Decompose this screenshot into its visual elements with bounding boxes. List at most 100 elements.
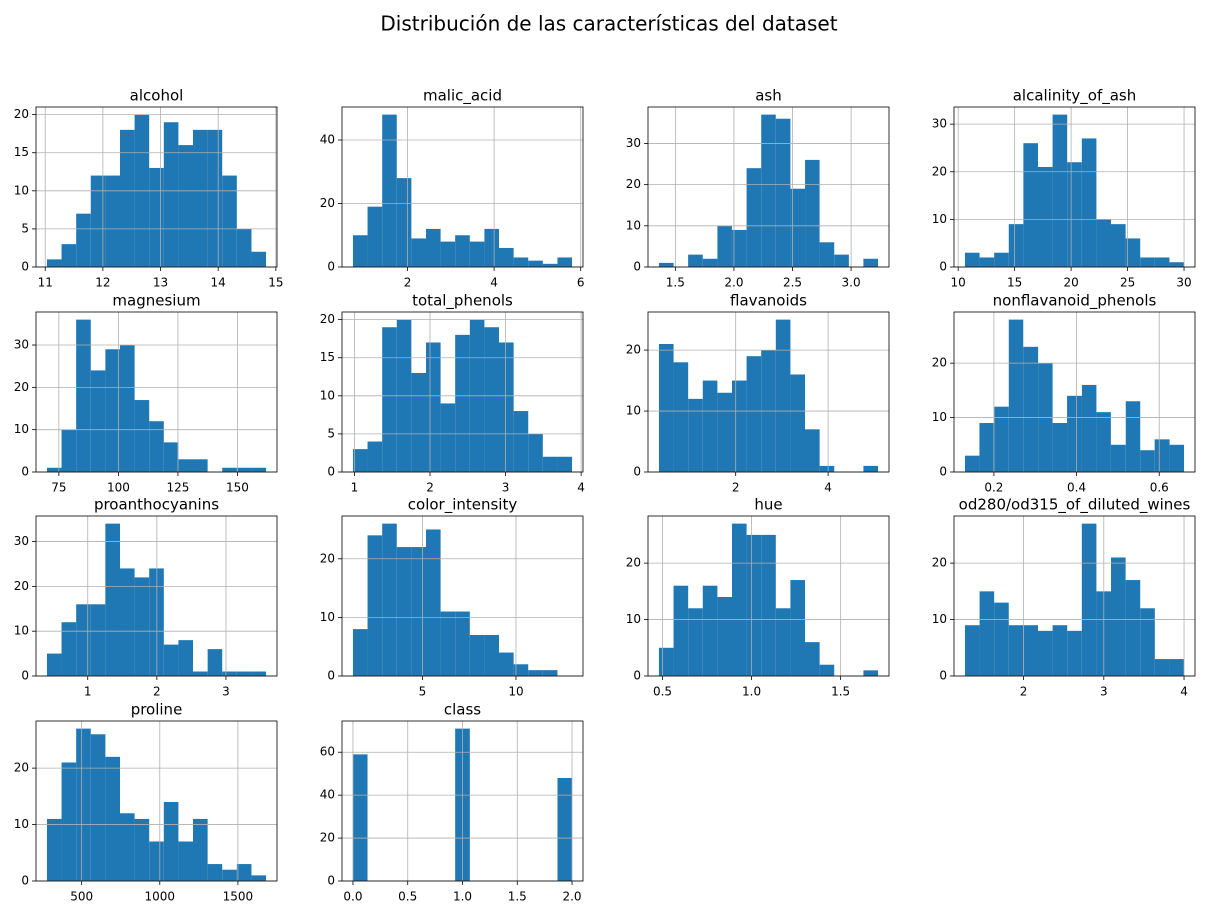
y-tick-label: 20 — [14, 380, 29, 394]
x-tick-label: 75 — [51, 481, 66, 495]
subplot: 0.5 1.0 1.5 0 10 20 hue — [626, 496, 890, 699]
subplot-title: od280/od315_of_diluted_wines — [959, 496, 1191, 515]
bar — [1052, 423, 1068, 472]
x-tick-label: 3 — [222, 685, 230, 699]
subplot-title: magnesium — [112, 292, 200, 310]
bar — [731, 229, 747, 267]
x-tick-label: 2 — [1020, 685, 1028, 699]
bar — [731, 380, 747, 472]
subplot-title: alcalinity_of_ash — [1013, 87, 1137, 106]
bar — [1154, 659, 1170, 676]
x-tick-label: 3 — [502, 481, 510, 495]
bar — [819, 664, 835, 676]
bar — [222, 671, 237, 676]
bar — [367, 441, 383, 472]
bar — [61, 622, 77, 676]
x-tick-label: 2 — [426, 481, 434, 495]
x-tick-label: 15 — [268, 276, 283, 290]
bar — [76, 319, 91, 472]
bar — [134, 577, 150, 676]
y-tick-label: 20 — [626, 556, 641, 570]
y-tick-label: 10 — [14, 817, 29, 831]
bar — [352, 629, 368, 676]
bar — [528, 433, 543, 472]
bar — [222, 869, 237, 881]
y-tick-label: 0 — [939, 465, 947, 479]
bar — [178, 145, 193, 267]
y-tick-label: 0 — [939, 260, 947, 274]
y-tick-label: 30 — [14, 338, 29, 352]
axes-frame — [341, 311, 584, 473]
bar — [790, 188, 806, 267]
bar — [455, 235, 470, 267]
bar — [819, 242, 835, 267]
x-tick-label: 4 — [577, 481, 585, 495]
bar — [105, 349, 120, 472]
bar — [542, 670, 558, 676]
bar — [658, 262, 674, 267]
y-tick-label: 10 — [14, 422, 29, 436]
subplot-title: proanthocyanins — [94, 496, 219, 514]
subplot: 75 100 125 150 0 10 20 30 magnesium — [14, 292, 278, 495]
y-tick-label: 30 — [932, 117, 947, 131]
axes-frame — [35, 106, 278, 268]
bar — [76, 213, 91, 267]
figure-title: Distribución de las características del … — [380, 12, 837, 36]
bar — [979, 423, 995, 472]
y-tick-label: 0 — [21, 669, 29, 683]
bar — [994, 406, 1009, 472]
bar — [658, 344, 674, 472]
y-tick-label: 20 — [932, 164, 947, 178]
y-tick-label: 0 — [21, 260, 29, 274]
bar — [411, 238, 426, 267]
y-tick-label: 30 — [14, 534, 29, 548]
y-tick-label: 0 — [939, 669, 947, 683]
bar — [1008, 224, 1024, 267]
x-tick-label: 1.0 — [742, 685, 761, 699]
bar — [90, 734, 106, 881]
bar — [1154, 439, 1170, 472]
bar — [411, 372, 427, 472]
subplot-title: flavanoids — [730, 292, 807, 310]
bar — [513, 257, 529, 267]
bar — [863, 465, 879, 472]
bar — [236, 864, 252, 881]
bar — [222, 467, 237, 472]
bar — [207, 129, 223, 267]
bar — [61, 429, 77, 472]
bar — [469, 241, 485, 267]
x-tick-label: 2 — [732, 481, 740, 495]
x-tick-label: 30 — [1176, 276, 1191, 290]
y-tick-label: 0 — [633, 465, 641, 479]
subplot-title: ash — [755, 87, 782, 105]
bar — [1008, 625, 1024, 676]
x-tick-label: 1000 — [145, 890, 176, 904]
bar — [440, 403, 456, 472]
bar — [557, 777, 573, 881]
y-tick-label: 20 — [320, 831, 335, 845]
bar — [1169, 444, 1185, 472]
bar — [513, 411, 529, 472]
bar — [178, 459, 194, 472]
x-tick-label: 500 — [70, 890, 93, 904]
bar — [775, 118, 791, 267]
bar — [178, 841, 194, 881]
bar — [542, 456, 558, 472]
axes-frame — [341, 720, 584, 882]
bar — [61, 762, 77, 881]
bar — [1081, 138, 1097, 267]
bar — [426, 342, 441, 472]
bar — [528, 670, 543, 676]
y-tick-label: 0 — [327, 874, 335, 888]
axes-frame — [35, 515, 278, 677]
x-tick-label: 2.0 — [562, 890, 581, 904]
bar — [863, 258, 879, 267]
x-tick-label: 2 — [153, 685, 161, 699]
subplot: 0.2 0.4 0.6 0 10 20 nonflavanoid_phenols — [932, 292, 1196, 495]
bar — [134, 400, 150, 472]
bar — [367, 535, 383, 676]
bar — [805, 642, 820, 676]
bar — [192, 671, 208, 676]
y-tick-label: 0 — [327, 669, 335, 683]
bar — [163, 801, 179, 881]
